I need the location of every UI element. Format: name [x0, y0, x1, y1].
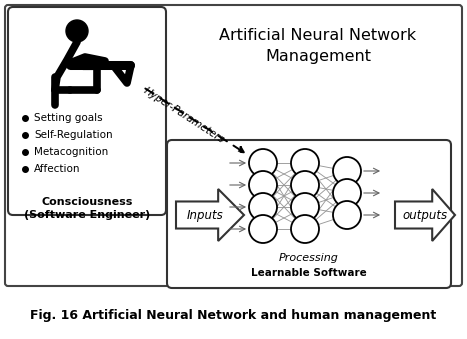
Text: Fig. 16 Artificial Neural Network and human management: Fig. 16 Artificial Neural Network and hu… [30, 308, 436, 321]
FancyBboxPatch shape [167, 140, 451, 288]
PathPatch shape [176, 189, 244, 241]
Circle shape [249, 149, 277, 177]
FancyBboxPatch shape [8, 7, 166, 215]
Text: Artificial Neural Network
Management: Artificial Neural Network Management [219, 28, 417, 64]
Circle shape [66, 20, 88, 42]
Circle shape [333, 179, 361, 207]
FancyBboxPatch shape [5, 5, 462, 286]
Text: Setting goals: Setting goals [34, 113, 103, 123]
Text: Affection: Affection [34, 164, 80, 174]
Text: Consciousness
(Software Engineer): Consciousness (Software Engineer) [24, 197, 150, 220]
Text: Hyper-Parameters: Hyper-Parameters [142, 85, 226, 145]
Circle shape [333, 157, 361, 185]
Text: Self-Regulation: Self-Regulation [34, 130, 113, 140]
Circle shape [291, 149, 319, 177]
Text: Metacognition: Metacognition [34, 147, 108, 157]
PathPatch shape [395, 189, 455, 241]
Text: Processing: Processing [279, 253, 339, 263]
Text: Inputs: Inputs [187, 208, 223, 221]
Circle shape [291, 193, 319, 221]
Circle shape [291, 215, 319, 243]
Circle shape [249, 193, 277, 221]
Circle shape [333, 201, 361, 229]
Circle shape [291, 171, 319, 199]
Text: Learnable Software: Learnable Software [251, 268, 367, 278]
Circle shape [249, 215, 277, 243]
Text: outputs: outputs [403, 208, 447, 221]
Circle shape [249, 171, 277, 199]
